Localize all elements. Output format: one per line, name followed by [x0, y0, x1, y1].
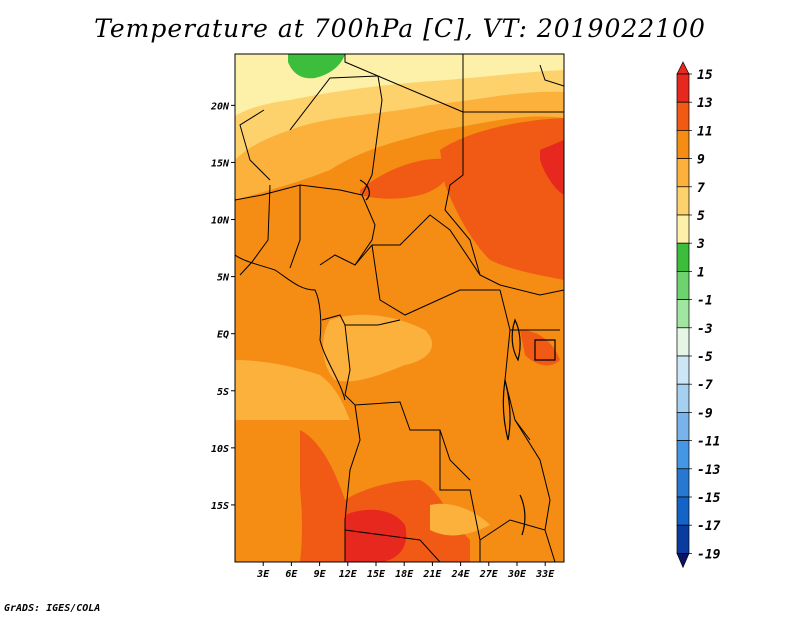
lon-tick-label: 9E — [314, 569, 327, 580]
lat-tick-label: EQ — [217, 330, 229, 341]
colorbar-swatch — [676, 101, 690, 131]
colorbar-swatch — [676, 73, 690, 103]
colorbar-swatch — [676, 412, 690, 441]
colorbar-label: -17 — [697, 519, 721, 534]
colorbar-label: 13 — [697, 96, 713, 111]
colorbar-swatch — [676, 355, 690, 385]
lon-tick-label: 6E — [285, 569, 298, 580]
colorbar-label: 7 — [697, 181, 705, 196]
map-frame — [234, 53, 565, 563]
colorbar-swatch — [676, 158, 690, 188]
lon-tick-label: 18E — [395, 569, 414, 580]
colorbar-label: -7 — [697, 378, 713, 393]
colorbar-swatch — [676, 271, 690, 300]
lat-tick-label: 15S — [211, 501, 229, 512]
lon-tick-label: 24E — [451, 569, 471, 580]
colorbar-label: -3 — [697, 322, 713, 337]
lon-tick-label: 3E — [256, 569, 270, 580]
map-title: Temperature at 700hPa [C], VT: 201902210… — [94, 14, 706, 43]
colorbar-swatch — [676, 496, 690, 526]
lat-tick-label: 5S — [217, 387, 229, 398]
lat-tick-label: 10S — [211, 444, 229, 455]
lon-tick-label: 15E — [367, 569, 386, 580]
colorbar-swatch — [676, 440, 690, 470]
colorbar-swatch — [676, 186, 690, 216]
colorbar-swatch — [676, 524, 690, 554]
lon-tick-label: 21E — [422, 569, 442, 580]
lon-tick-label: 33E — [535, 569, 555, 580]
colorbar-label: 5 — [697, 209, 705, 224]
colorbar-bottom-arrow — [676, 553, 690, 569]
lon-tick-label: 30E — [507, 569, 527, 580]
colorbar-label: 11 — [697, 124, 713, 139]
colorbar-label: -11 — [697, 435, 720, 450]
longitude-axis: 3E 6E 9E 12E 15E 18E 21E 24E 27E 30E 33E — [256, 562, 555, 580]
colorbar-swatch — [676, 214, 690, 244]
colorbar-label: 3 — [696, 237, 705, 252]
colorbar-label: -1 — [697, 294, 713, 309]
lat-tick-label: 20N — [210, 101, 230, 112]
colorbar: 15 13 11 9 7 5 3 1 -1 -3 -5 -7 -9 -11 -13 -15 -17 -19 — [676, 61, 721, 569]
lat-tick-label: 5N — [217, 273, 230, 284]
colorbar-label: 9 — [697, 153, 705, 168]
colorbar-label: 1 — [697, 265, 705, 280]
latitude-axis: 20N 15N 10N 5N EQ 5S 10S 15S — [210, 101, 235, 512]
colorbar-label: -19 — [697, 547, 721, 562]
lat-tick-label: 15N — [211, 158, 230, 169]
lon-tick-label: 27E — [479, 569, 499, 580]
credit-label: GrADS: IGES/COLA — [4, 603, 101, 614]
colorbar-label: -9 — [697, 406, 713, 421]
colorbar-top-arrow — [676, 61, 690, 75]
colorbar-label: 15 — [697, 68, 713, 83]
colorbar-swatch — [676, 299, 690, 329]
colorbar-swatch — [676, 383, 690, 413]
colorbar-swatch — [676, 327, 690, 357]
colorbar-label: -5 — [697, 350, 713, 365]
colorbar-label: -15 — [697, 491, 721, 506]
colorbar-label: -13 — [697, 463, 721, 478]
colorbar-swatch — [676, 242, 690, 272]
lon-tick-label: 12E — [339, 569, 358, 580]
temperature-field — [235, 54, 564, 562]
colorbar-swatch — [676, 468, 690, 498]
colorbar-swatch — [676, 130, 690, 159]
lat-tick-label: 10N — [211, 216, 230, 227]
